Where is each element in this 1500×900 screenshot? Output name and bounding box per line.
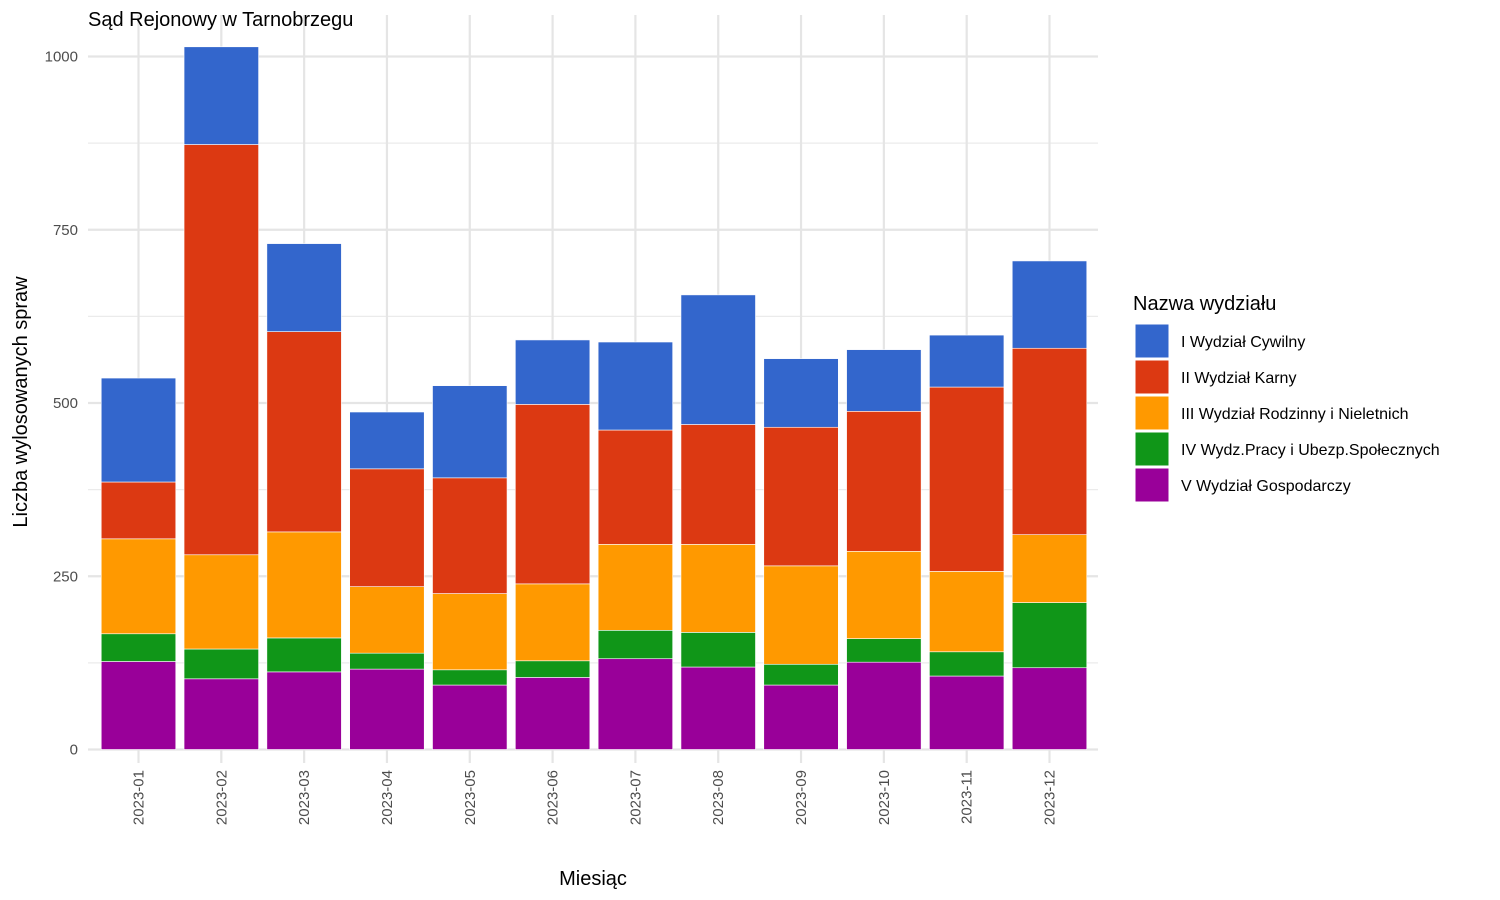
chart-title: Sąd Rejonowy w Tarnobrzegu — [88, 9, 353, 31]
bar-segment — [680, 666, 756, 750]
bar-segment — [846, 551, 922, 639]
bar-segment — [432, 477, 508, 594]
x-tick-label: 2023-07 — [627, 770, 644, 825]
bar-segment — [1011, 534, 1088, 603]
bar-segment — [846, 411, 922, 552]
bar-segment — [100, 481, 177, 540]
bar-segment — [846, 661, 922, 750]
y-axis-title: Liczba wylosowanych spraw — [10, 276, 32, 528]
y-tick-label: 250 — [53, 568, 78, 585]
bar-segment — [1011, 347, 1088, 535]
bar-segment — [266, 243, 342, 332]
y-tick-label: 0 — [70, 742, 78, 759]
bar-segment — [183, 554, 259, 650]
bar-segment — [349, 586, 425, 654]
x-tick-label: 2023-12 — [1042, 770, 1059, 825]
x-tick-label: 2023-08 — [710, 770, 727, 825]
legend-label: IV Wydz.Pracy i Ubezp.Społecznych — [1181, 442, 1440, 459]
x-tick-label: 2023-11 — [959, 770, 976, 824]
bar-segment — [929, 651, 1005, 677]
bar-segment — [183, 648, 259, 680]
bar-segment — [929, 386, 1005, 572]
legend-label: I Wydział Cywilny — [1181, 334, 1305, 351]
bar-segment — [432, 669, 508, 686]
bar-segment — [266, 331, 342, 533]
bar-segment — [1011, 260, 1088, 349]
bar-segment — [763, 358, 839, 428]
bar-segment — [763, 684, 839, 750]
bar-segment — [515, 404, 591, 585]
bar-segment — [680, 632, 756, 668]
bar-segment — [266, 671, 342, 750]
legend-swatch — [1134, 359, 1170, 395]
bar-segment — [597, 341, 673, 431]
legend-swatch — [1134, 467, 1170, 503]
y-axis: 0 250 500 750 1000 — [45, 49, 78, 759]
legend-swatch — [1134, 431, 1170, 467]
bar-segment — [349, 652, 425, 670]
x-tick-label: 2023-03 — [296, 770, 313, 825]
bar-segment — [763, 426, 839, 567]
bar-segment — [349, 468, 425, 587]
bar-segment — [763, 663, 839, 686]
bar-segment — [515, 677, 591, 750]
bar-segment — [432, 593, 508, 671]
bar-segment — [1011, 667, 1088, 750]
legend-swatch — [1134, 395, 1170, 431]
bar-segment — [929, 675, 1005, 750]
x-tick-label: 2023-04 — [379, 770, 396, 825]
bar-segment — [432, 385, 508, 479]
bar-segment — [680, 294, 756, 425]
bar-segment — [100, 538, 177, 635]
x-tick-label: 2023-01 — [131, 770, 148, 825]
bar-segment — [349, 668, 425, 750]
bar-segment — [515, 583, 591, 662]
bar-segment — [183, 46, 259, 145]
bar-segment — [266, 531, 342, 639]
bars — [100, 46, 1088, 750]
bar-segment — [1011, 602, 1088, 669]
y-tick-label: 750 — [53, 222, 78, 239]
bar-segment — [515, 339, 591, 405]
legend-swatch — [1134, 323, 1170, 359]
x-axis-title: Miesiąc — [559, 868, 627, 890]
legend-label: II Wydział Karny — [1181, 370, 1296, 387]
legend-title: Nazwa wydziału — [1133, 293, 1276, 315]
bar-segment — [597, 544, 673, 631]
bar-segment — [680, 424, 756, 545]
bar-segment — [100, 377, 177, 483]
legend-label: III Wydział Rodzinny i Nieletnich — [1181, 406, 1409, 423]
x-tick-label: 2023-02 — [213, 770, 230, 825]
x-tick-label: 2023-10 — [876, 770, 893, 825]
x-tick-label: 2023-09 — [793, 770, 810, 825]
y-tick-label: 1000 — [45, 49, 78, 66]
bar-segment — [597, 658, 673, 750]
bar-segment — [597, 429, 673, 545]
legend-items: I Wydział Cywilny II Wydział Karny III Wyd… — [1134, 323, 1440, 503]
bar-segment — [183, 678, 259, 750]
bar-segment — [349, 411, 425, 470]
bar-segment — [763, 565, 839, 665]
y-tick-label: 500 — [53, 395, 78, 412]
bar-segment — [846, 349, 922, 412]
x-tick-label: 2023-06 — [545, 770, 562, 825]
bar-segment — [515, 660, 591, 678]
bar-segment — [597, 630, 673, 660]
x-tick-label: 2023-05 — [462, 770, 479, 825]
x-axis: 2023-01 2023-02 2023-03 2023-04 2023-05 2023-… — [131, 770, 1059, 825]
bar-segment — [183, 144, 259, 556]
bar-segment — [929, 334, 1005, 388]
bar-segment — [680, 544, 756, 633]
legend-label: V Wydział Gospodarczy — [1181, 478, 1351, 495]
bar-segment — [100, 661, 177, 750]
bar-segment — [929, 571, 1005, 653]
bar-segment — [846, 638, 922, 663]
legend: Nazwa wydziału I Wydział Cywilny II Wydzi… — [1133, 293, 1440, 503]
bar-segment — [432, 684, 508, 750]
bar-segment — [266, 637, 342, 673]
bar-segment — [100, 633, 177, 662]
